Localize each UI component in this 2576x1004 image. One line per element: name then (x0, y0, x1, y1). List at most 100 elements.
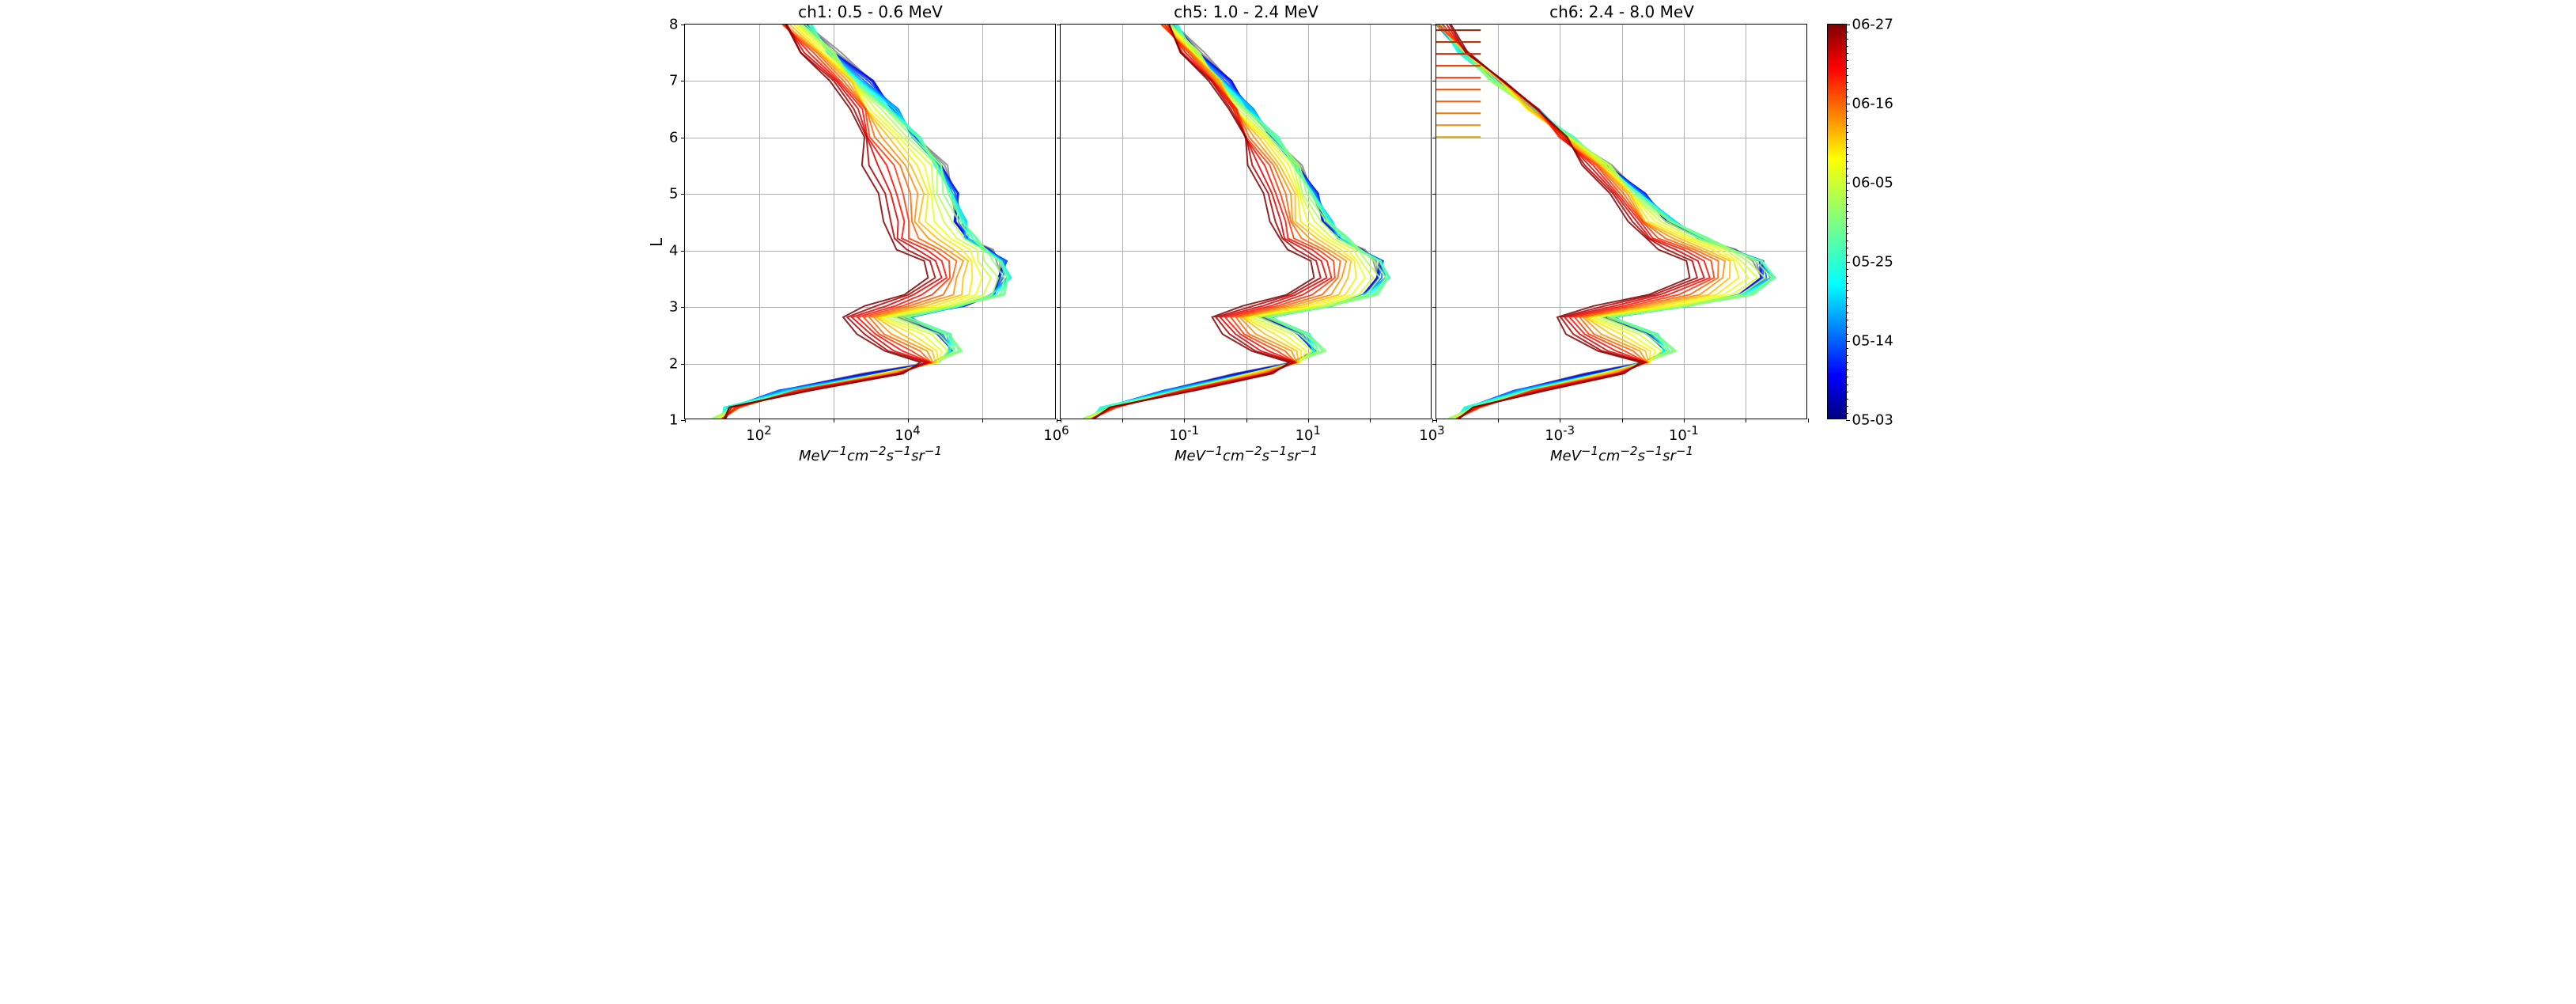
profile-line (1436, 25, 1764, 419)
grid-line (1436, 251, 1806, 252)
colorbar-minor-tick (1846, 233, 1848, 234)
tick-mark (1246, 419, 1247, 422)
y-axis-label: L (647, 215, 666, 247)
colorbar-minor-tick (1846, 406, 1848, 407)
profile-line (1094, 25, 1382, 419)
colorbar-minor-tick (1846, 139, 1848, 140)
tick-mark (685, 419, 686, 422)
colorbar-minor-tick (1846, 305, 1848, 306)
colorbar-tick-label: 06-27 (1846, 17, 1893, 33)
colorbar-minor-tick (1846, 369, 1848, 370)
colorbar-minor-tick (1846, 53, 1848, 54)
colorbar-minor-tick (1846, 420, 1848, 421)
x-axis-label: MeV−1cm−2s−1sr−1 (685, 444, 1057, 464)
profile-line (1083, 25, 1386, 419)
colorbar-minor-tick (1846, 75, 1848, 76)
profile-line (1440, 25, 1775, 419)
profile-line (1091, 25, 1382, 419)
profile-line (1091, 25, 1351, 419)
colorbar-minor-tick (1846, 290, 1848, 291)
ytick-label: 8 (669, 17, 684, 33)
tick-mark (1057, 251, 1061, 252)
profile-line (713, 25, 998, 419)
tick-mark (1057, 364, 1061, 365)
grid-line (1436, 194, 1806, 195)
profile-line (1437, 25, 1772, 419)
grid-line (1061, 251, 1431, 252)
profile-line (1437, 25, 1757, 419)
profile-line (1439, 25, 1738, 419)
profile-lines (685, 25, 1055, 419)
colorbar-minor-tick (1846, 334, 1848, 335)
profile-line (1090, 25, 1378, 419)
grid-line (1622, 25, 1623, 419)
profile-line (1447, 25, 1704, 419)
profile-line (1436, 25, 1762, 419)
grid-line (1061, 364, 1431, 365)
colorbar-minor-tick (1846, 283, 1848, 284)
panel-title: ch1: 0.5 - 0.6 MeV (685, 2, 1057, 21)
colorbar-minor-tick (1846, 269, 1848, 270)
colorbar-minor-tick (1846, 262, 1848, 263)
profile-line (1087, 25, 1387, 419)
xtick-label: 10-1 (1169, 419, 1199, 444)
profile-line (1436, 25, 1772, 419)
colorbar-minor-tick (1846, 399, 1848, 400)
colorbar-tick-label: 05-25 (1846, 254, 1893, 271)
profile-line (1090, 25, 1389, 419)
profile-line (724, 25, 1006, 419)
profile-line (1094, 25, 1379, 419)
profile-line (1089, 25, 1364, 419)
profile-line (721, 25, 956, 419)
panel-ch5: ch5: 1.0 - 2.4 MeV10-1101103MeV−1cm−2s−1… (1060, 24, 1432, 419)
profile-line (722, 25, 1005, 419)
colorbar-minor-tick (1846, 118, 1848, 119)
profile-line (1436, 25, 1761, 419)
grid-line (1436, 307, 1806, 308)
profile-line (1436, 25, 1761, 419)
colorbar-minor-tick (1846, 362, 1848, 363)
colorbar-minor-tick (1846, 68, 1848, 69)
grid-line (1684, 25, 1685, 419)
colorbar-minor-tick (1846, 197, 1848, 198)
grid-line (1370, 25, 1371, 419)
tick-mark (1436, 419, 1437, 422)
profile-line (1439, 25, 1749, 419)
profile-line (716, 25, 990, 419)
profile-line (1084, 25, 1379, 419)
panel-title: ch5: 1.0 - 2.4 MeV (1061, 2, 1432, 21)
grid-line (1061, 194, 1431, 195)
profile-line (723, 25, 1000, 419)
colorbar-tick-label: 05-14 (1846, 333, 1893, 350)
ytick-label: 5 (669, 186, 684, 203)
ytick-label: 7 (669, 73, 684, 89)
panel-ch6: ch6: 2.4 - 8.0 MeV10-310-1MeV−1cm−2s−1sr… (1436, 24, 1807, 419)
profile-line (1436, 25, 1725, 419)
profile-line (1437, 25, 1774, 419)
profile-line (1436, 25, 1718, 419)
colorbar-minor-tick (1846, 89, 1848, 90)
tick-mark (1432, 194, 1436, 195)
colorbar-minor-tick (1846, 154, 1848, 155)
profile-line (1094, 25, 1326, 419)
profile-line (1093, 25, 1314, 419)
grid-line (759, 25, 760, 419)
profile-line (1093, 25, 1331, 419)
colorbar-minor-tick (1846, 132, 1848, 133)
ytick-label: 1 (669, 412, 684, 429)
colorbar-minor-tick (1846, 161, 1848, 162)
ytick-label: 2 (669, 355, 684, 372)
profile-line (721, 25, 963, 419)
tick-mark (1057, 307, 1061, 308)
tick-mark (1808, 419, 1809, 422)
profile-line (717, 25, 1007, 419)
profile-line (1091, 25, 1334, 419)
colorbar-minor-tick (1846, 147, 1848, 148)
grid-line (908, 25, 909, 419)
profile-line (725, 25, 1003, 419)
colorbar-minor-tick (1846, 348, 1848, 349)
colorbar-minor-tick (1846, 341, 1848, 342)
colorbar-minor-tick (1846, 413, 1848, 414)
colorbar-minor-tick (1846, 125, 1848, 126)
colorbar-minor-tick (1846, 60, 1848, 61)
